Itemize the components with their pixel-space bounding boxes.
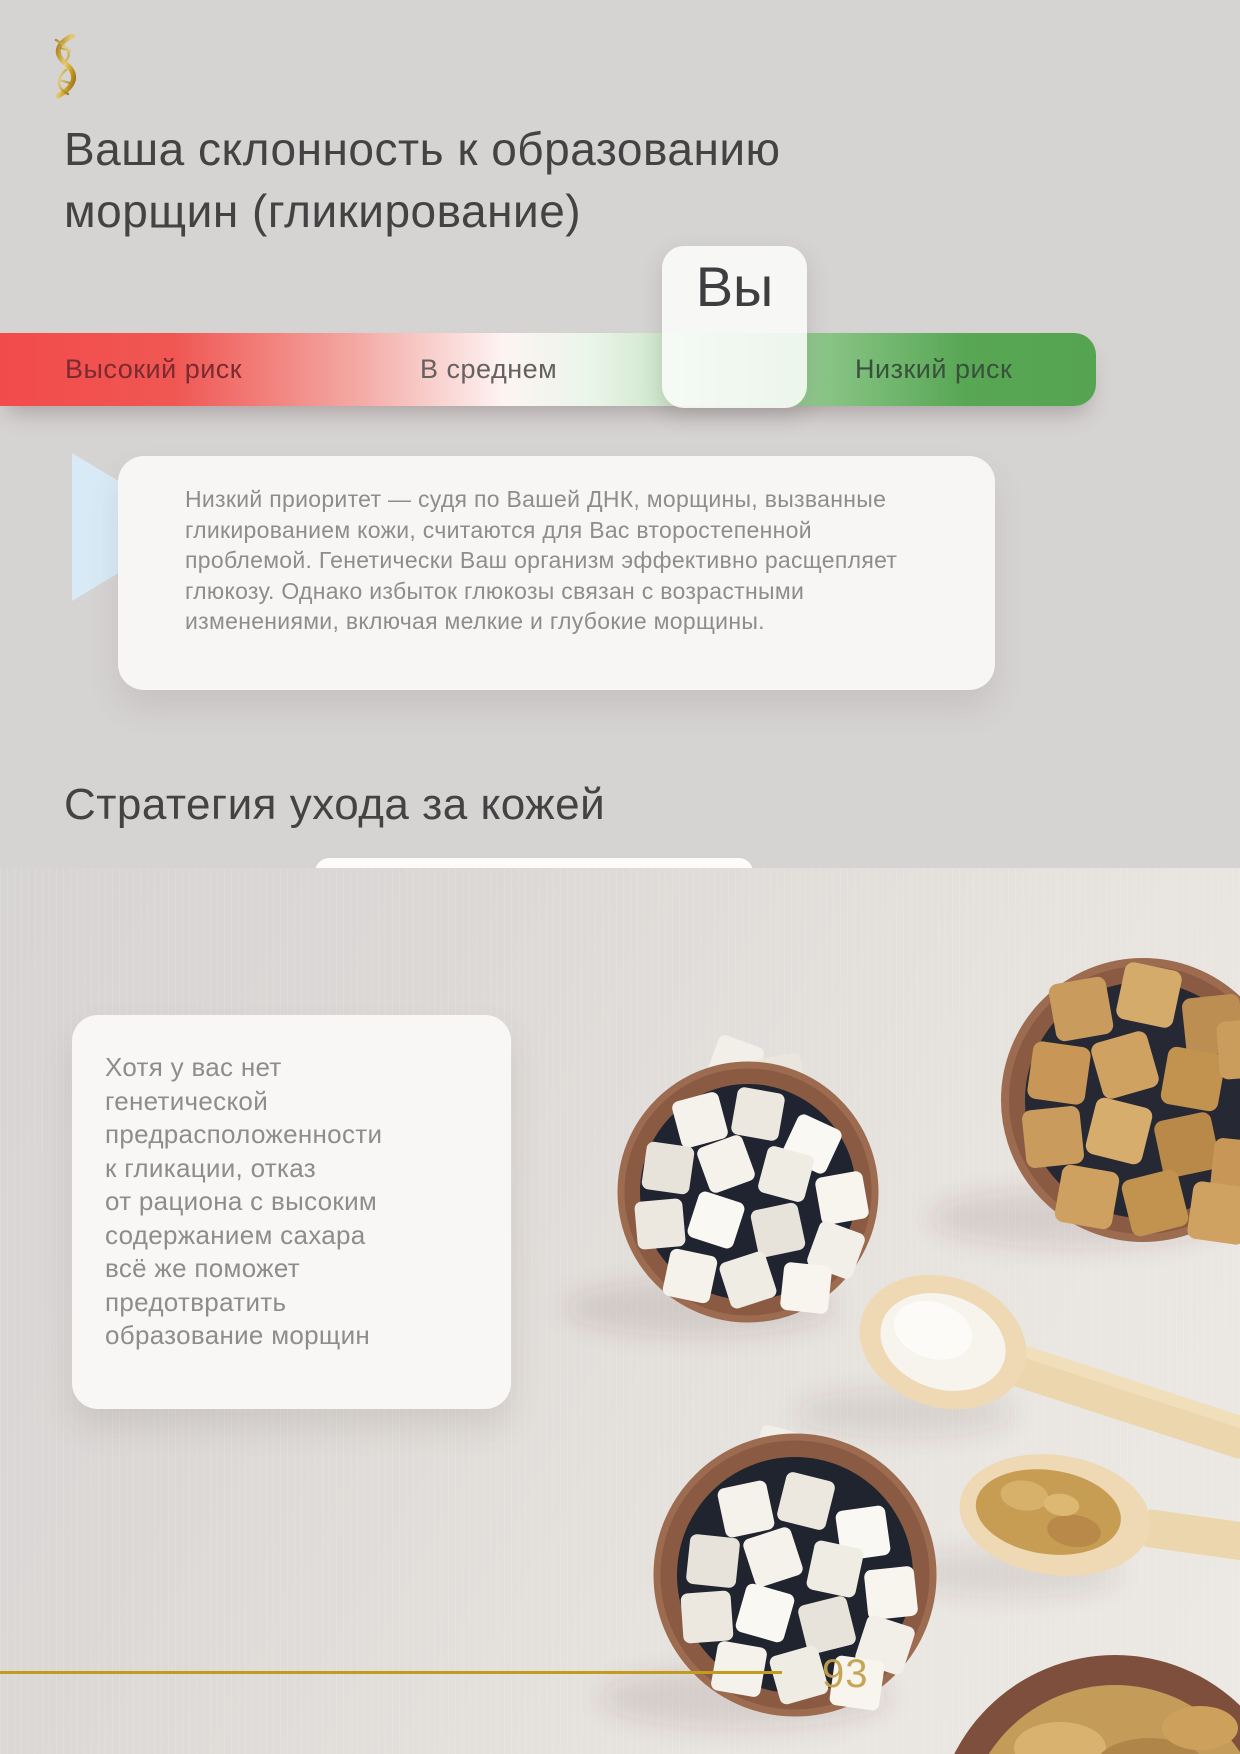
gold-divider-line xyxy=(0,1671,782,1674)
spoon-white-sugar xyxy=(859,1274,1240,1459)
dna-logo-icon xyxy=(54,34,76,99)
sugar-bowl-white-cubes-2 xyxy=(653,1425,937,1717)
strategy-section-title: Стратегия ухода за кожей xyxy=(64,780,606,829)
you-marker-label: Вы xyxy=(695,255,774,318)
risk-label-high: Высокий риск xyxy=(65,354,243,384)
sugar-bowl-brown-cubes xyxy=(1001,958,1240,1245)
spoon-brown-sugar xyxy=(959,1454,1240,1576)
prevention-card-text: Хотя у вас нет генетической предрасполож… xyxy=(105,1052,383,1350)
bowl-brown-granulated xyxy=(954,1655,1240,1754)
result-card-text: Низкий приоритет — судя по Вашей ДНК, мо… xyxy=(185,486,898,634)
result-card: Низкий приоритет — судя по Вашей ДНК, мо… xyxy=(118,456,995,690)
sugar-bowl-white-cubes-1 xyxy=(617,1035,879,1323)
risk-label-low: Низкий риск xyxy=(855,354,1013,384)
you-position-marker: Вы xyxy=(662,246,807,408)
risk-gradient-bar: Высокий риск В среднем Низкий риск xyxy=(0,333,1096,406)
page-number: 93 xyxy=(822,1652,869,1696)
sugar-photo-art xyxy=(565,958,1240,1754)
page-title: Ваша склонность к образованию морщин (гл… xyxy=(64,123,781,237)
prevention-card: Хотя у вас нет генетической предрасполож… xyxy=(72,1015,511,1409)
risk-label-average: В среднем xyxy=(420,354,558,384)
